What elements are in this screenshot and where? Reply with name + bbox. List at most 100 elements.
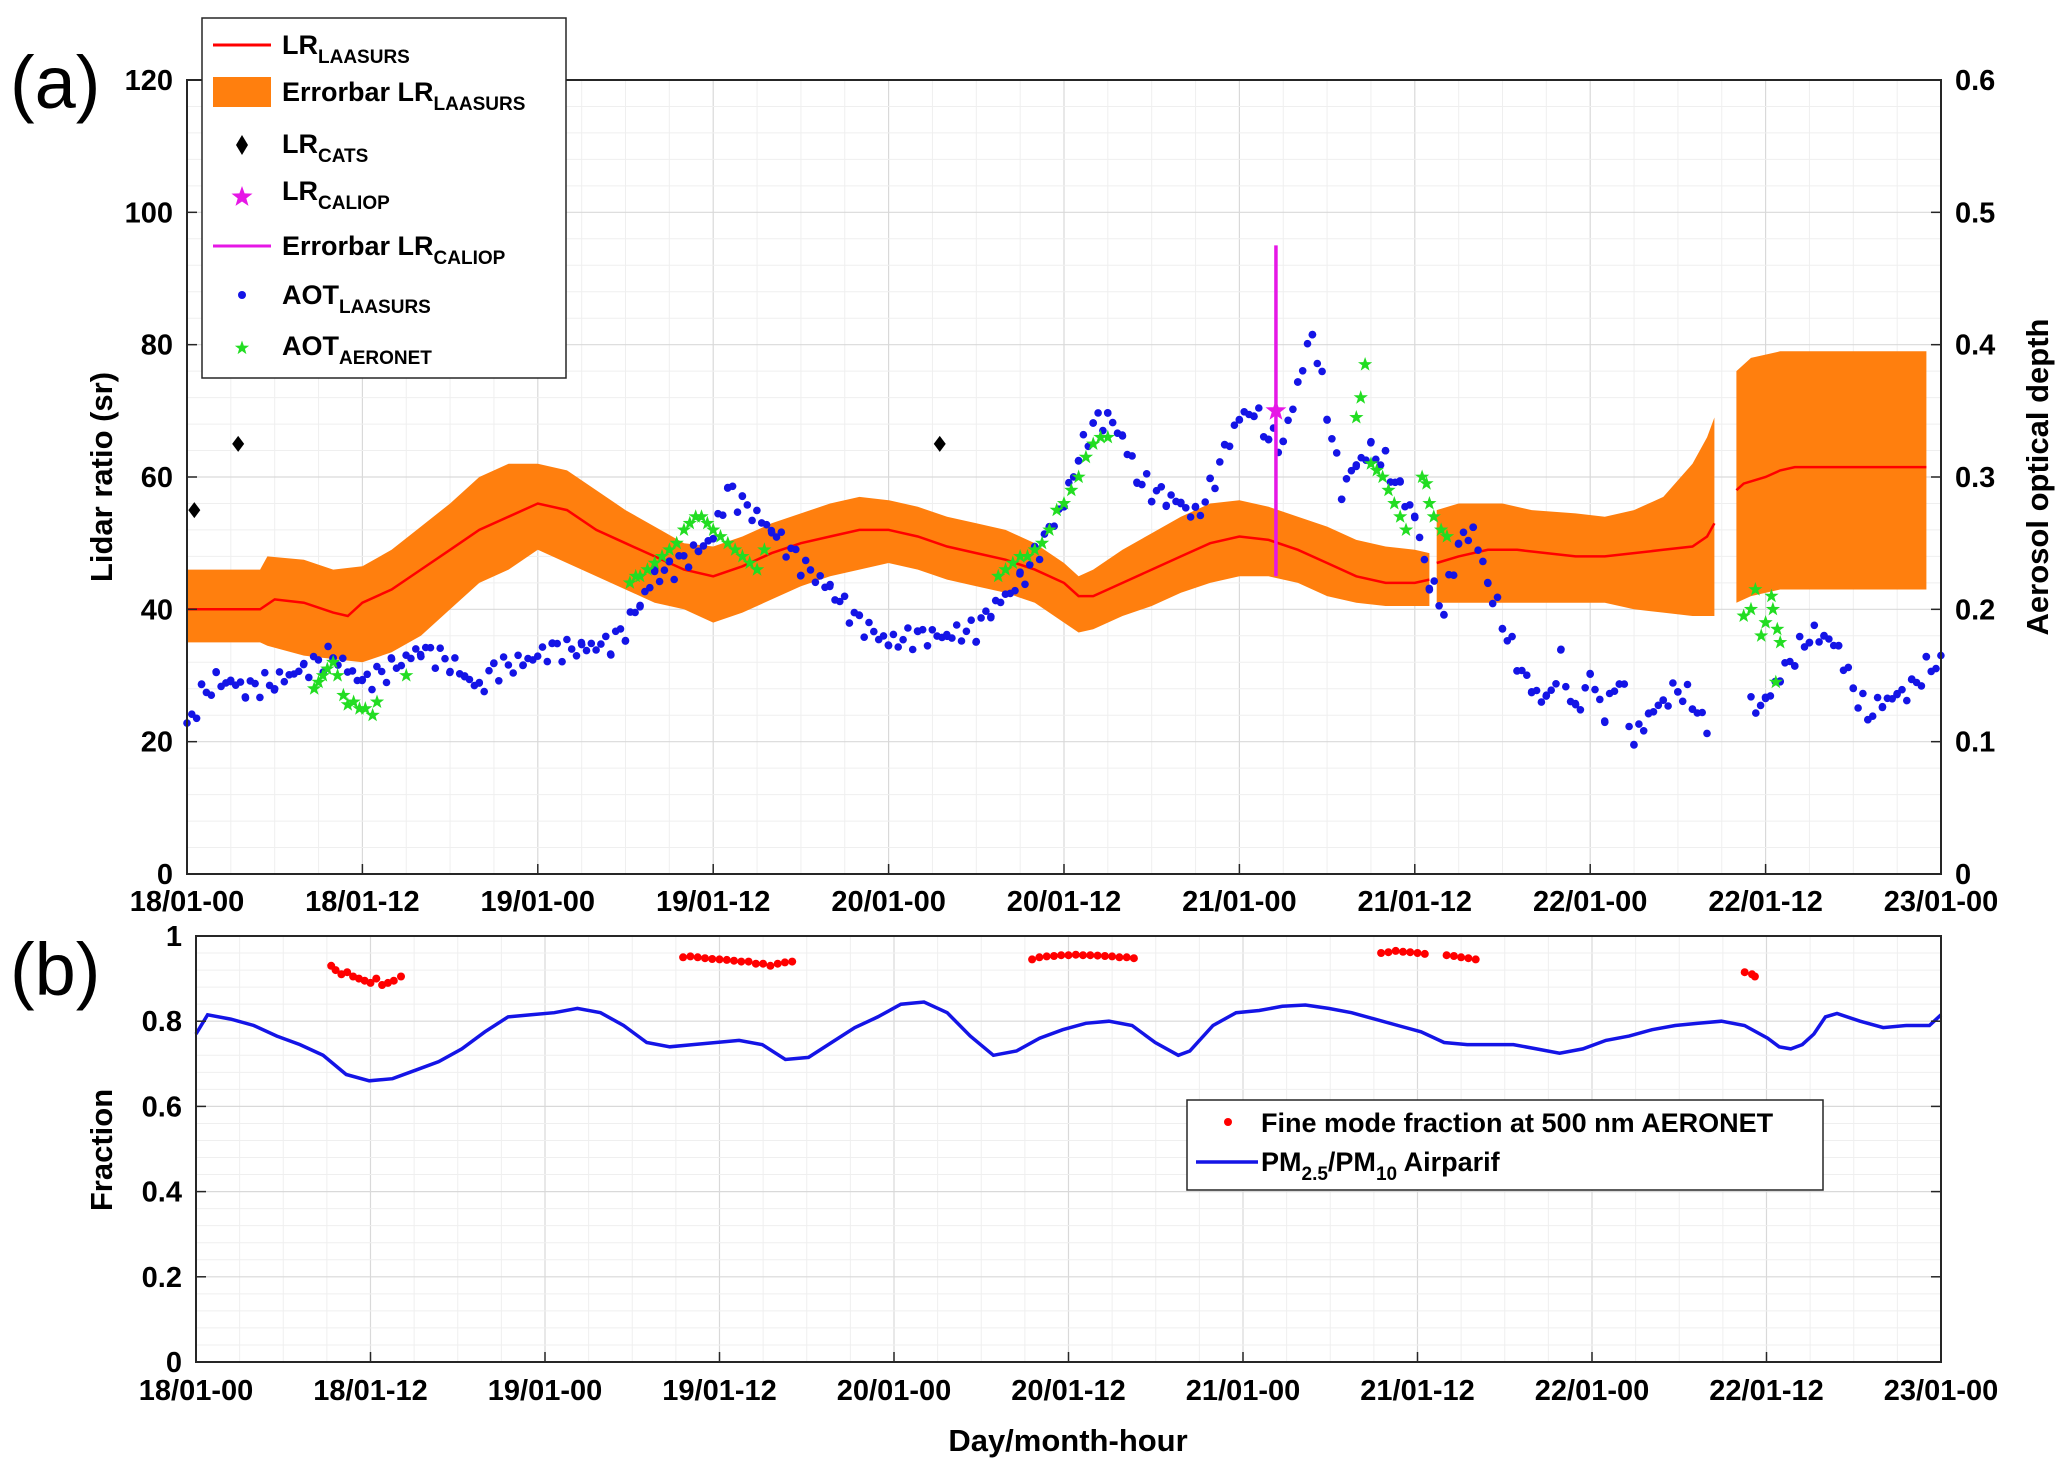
y-tick-label: 20 <box>141 727 173 759</box>
aot-laasurs-point <box>567 645 576 653</box>
lr-laasurs-line <box>187 465 1927 618</box>
legend-a-cats-label: LRCATS <box>282 129 368 167</box>
aot-laasurs-point <box>1868 712 1877 720</box>
aot-aeronet-point <box>1768 674 1783 689</box>
aot-aeronet-point <box>694 509 709 523</box>
aot-laasurs-point <box>811 578 820 587</box>
aot-aeronet-point <box>1375 469 1390 484</box>
aot-laasurs-point <box>1552 680 1560 688</box>
aot-aeronet-point <box>669 535 684 550</box>
aot-laasurs-point <box>1493 593 1502 602</box>
aot-laasurs-point <box>689 541 698 549</box>
aot-laasurs-point <box>446 667 454 676</box>
aot-laasurs-point <box>1435 602 1443 610</box>
aot-laasurs-point <box>1021 580 1029 589</box>
aot-laasurs-point <box>1308 330 1317 339</box>
fine-mode-fraction-point <box>1079 951 1087 960</box>
aot-laasurs-point <box>1649 708 1658 716</box>
aot-laasurs-point <box>495 677 503 685</box>
aot-laasurs-point <box>431 664 440 672</box>
aot-laasurs-point <box>1844 663 1853 672</box>
aot-aeronet-point <box>735 548 750 563</box>
y2-tick-label: 0.6 <box>1955 65 1995 97</box>
errorbar-band-segment <box>1736 351 1927 603</box>
lr-laasurs-segment <box>1436 522 1716 565</box>
aot-laasurs-point <box>1586 670 1594 678</box>
y-tick-label: 0 <box>157 859 173 891</box>
aot-laasurs-point <box>977 614 985 622</box>
panel-label-b: (b) <box>10 928 100 1011</box>
aot-aeronet-point <box>1369 462 1384 477</box>
aot-laasurs-point <box>1328 435 1336 443</box>
lr-laasurs-segment <box>1735 465 1927 492</box>
aot-aeronet-point <box>728 542 743 556</box>
aot-aeronet-point <box>1349 410 1364 424</box>
aot-aeronet-point <box>1439 529 1455 543</box>
fine-mode-fraction-point <box>366 978 375 987</box>
lr-caliop-marks <box>1265 245 1287 577</box>
aot-laasurs-point <box>1250 412 1258 421</box>
aot-laasurs-point <box>1518 666 1526 675</box>
aot-laasurs-point <box>1196 511 1205 520</box>
aot-laasurs-point <box>368 685 376 694</box>
aot-laasurs-point <box>923 642 932 650</box>
aot-laasurs-point <box>436 644 445 652</box>
aot-laasurs-point <box>558 657 566 666</box>
aot-laasurs-point <box>1834 641 1843 650</box>
aot-laasurs-point <box>582 646 591 655</box>
aot-laasurs-point <box>533 652 542 660</box>
aot-aeronet-point <box>1078 449 1094 464</box>
x-tick-label: 20/01-12 <box>1011 1375 1126 1407</box>
aot-laasurs-point <box>1318 367 1326 376</box>
fine-mode-fraction-point <box>679 953 688 962</box>
aot-laasurs-point <box>1211 484 1219 493</box>
aot-laasurs-point <box>1795 632 1804 641</box>
fine-mode-fraction-point <box>1071 950 1080 959</box>
fine-mode-fraction-point <box>693 953 702 962</box>
aot-laasurs-point <box>743 501 752 509</box>
aot-laasurs-point <box>572 652 581 660</box>
aot-aeronet-point <box>682 515 697 530</box>
aot-laasurs-point <box>1182 504 1190 512</box>
fine-mode-fraction-point <box>751 959 760 968</box>
y-tick-label: 40 <box>141 594 173 626</box>
y-tick-label: 0.8 <box>142 1006 182 1038</box>
y-tick-label: 80 <box>141 330 173 362</box>
fine-mode-fraction-point <box>744 957 753 966</box>
aot-laasurs-point <box>241 694 250 702</box>
aot-aeronet-point <box>1426 509 1441 523</box>
aot-laasurs-point <box>860 633 868 641</box>
legend-a-aot-laasurs-icon <box>238 291 246 299</box>
aot-laasurs-point <box>1206 474 1214 483</box>
panel-b-x-label: Day/month-hour <box>948 1423 1187 1458</box>
x-tick-label: 18/01-00 <box>130 886 245 918</box>
x-tick-label: 21/01-00 <box>1182 886 1297 918</box>
aot-laasurs-point <box>543 657 552 666</box>
aot-aeronet-point <box>1020 548 1035 563</box>
aot-laasurs-point <box>485 666 493 675</box>
aot-laasurs-point <box>855 611 864 620</box>
aot-aeronet-point <box>336 687 351 702</box>
aot-laasurs-point <box>587 639 596 648</box>
fine-mode-fraction-point <box>1377 949 1386 957</box>
x-tick-label: 21/01-12 <box>1358 886 1473 918</box>
x-tick-label: 18/01-00 <box>139 1375 254 1407</box>
aot-laasurs-point <box>1191 502 1200 511</box>
aot-laasurs-point <box>646 583 654 592</box>
legend-a-lr-label: LRLAASURS <box>282 30 410 68</box>
fine-mode-fraction-point <box>1115 953 1124 962</box>
aot-laasurs-point <box>1162 501 1171 510</box>
y-tick-label: 0.6 <box>142 1091 182 1123</box>
legend-a-caliop-icon <box>231 186 253 206</box>
aot-laasurs-point <box>363 670 372 679</box>
fine-mode-fraction-point <box>331 966 340 975</box>
aot-laasurs-point <box>1089 419 1097 427</box>
aot-laasurs-point <box>1557 645 1565 654</box>
aot-laasurs-point <box>889 630 898 639</box>
y-tick-label: 100 <box>125 197 173 229</box>
fine-mode-fraction-point <box>1413 949 1422 957</box>
aot-aeronet-point <box>1773 634 1788 649</box>
fine-mode-fraction-point <box>1457 953 1466 962</box>
aot-laasurs-point <box>1454 539 1463 548</box>
